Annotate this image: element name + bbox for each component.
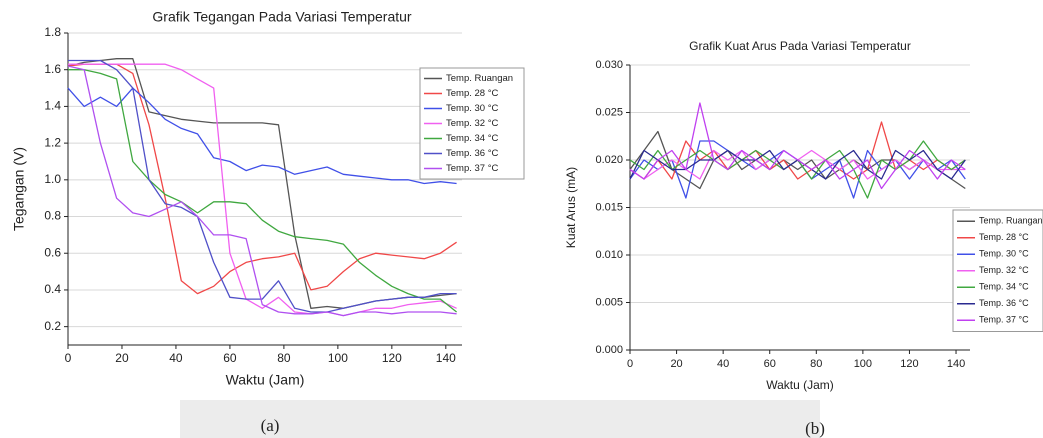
- x-tick-label: 80: [810, 358, 822, 370]
- legend-label: Temp. 28 °C: [979, 232, 1029, 242]
- series-line: [67, 65, 457, 317]
- x-tick-label: 120: [900, 358, 918, 370]
- x-tick-label: 100: [328, 351, 348, 365]
- x-tick-label: 140: [947, 358, 965, 370]
- y-tick-label: 0.025: [595, 106, 623, 118]
- legend-label: Temp. 36 °C: [446, 148, 499, 159]
- y-tick-label: 1.8: [44, 25, 61, 39]
- x-tick-label: 120: [382, 351, 402, 365]
- legend-label: Temp. 30 °C: [979, 249, 1029, 259]
- series-line: [68, 69, 458, 313]
- y-tick-label: 0.4: [44, 282, 61, 296]
- legend-label: Temp. 34 °C: [979, 282, 1029, 292]
- chart-title: Grafik Tegangan Pada Variasi Temperatur: [152, 9, 411, 25]
- x-tick-label: 60: [223, 351, 237, 365]
- y-tick-label: 0.005: [595, 296, 623, 308]
- series-line: [68, 63, 457, 317]
- y-tick-label: 0.030: [595, 59, 623, 71]
- x-axis-label: Waktu (Jam): [766, 378, 834, 392]
- x-tick-label: 40: [169, 351, 183, 365]
- y-tick-label: 1.2: [44, 135, 61, 149]
- legend-label: Temp. 37 °C: [446, 163, 499, 174]
- x-tick-label: 60: [764, 358, 776, 370]
- y-tick-label: 0.000: [595, 344, 623, 356]
- legend-label: Temp. 30 °C: [446, 103, 499, 114]
- legend-label: Temp. 28 °C: [446, 88, 499, 99]
- x-tick-label: 80: [277, 351, 291, 365]
- background-band: [180, 400, 820, 438]
- series-line: [67, 87, 457, 185]
- series-line: [68, 59, 457, 313]
- x-tick-label: 140: [436, 351, 456, 365]
- legend-label: Temp. 32 °C: [446, 118, 499, 129]
- legend-label: Temp. 37 °C: [979, 315, 1029, 325]
- x-tick-label: 0: [627, 358, 633, 370]
- x-tick-label: 20: [115, 351, 129, 365]
- y-axis-label: Tegangan (V): [11, 147, 27, 231]
- legend-label: Temp. Ruangan: [979, 216, 1043, 226]
- y-axis-label: Kuat Arus (mA): [564, 167, 578, 248]
- x-tick-label: 40: [717, 358, 729, 370]
- series-line: [67, 63, 457, 295]
- series-line: [629, 102, 966, 190]
- y-tick-label: 1.4: [44, 99, 61, 113]
- x-tick-label: 20: [670, 358, 682, 370]
- y-tick-label: 1.0: [44, 172, 61, 186]
- legend-label: Temp. 36 °C: [979, 298, 1029, 308]
- y-tick-label: 0.6: [44, 245, 61, 259]
- x-tick-label: 0: [65, 351, 72, 365]
- x-tick-label: 100: [854, 358, 872, 370]
- caption: (a): [261, 416, 280, 435]
- chart-title: Grafik Kuat Arus Pada Variasi Temperatur: [689, 39, 911, 53]
- x-axis-label: Waktu (Jam): [226, 372, 305, 388]
- y-tick-label: 0.2: [44, 319, 61, 333]
- legend-label: Temp. 32 °C: [979, 265, 1029, 275]
- y-tick-label: 0.010: [595, 249, 623, 261]
- y-tick-label: 0.015: [595, 201, 623, 213]
- y-tick-label: 0.020: [595, 154, 623, 166]
- y-tick-label: 0.8: [44, 209, 61, 223]
- caption: (b): [805, 419, 825, 438]
- legend-label: Temp. 34 °C: [446, 133, 499, 144]
- y-tick-label: 1.6: [44, 62, 61, 76]
- legend-label: Temp. Ruangan: [446, 73, 513, 84]
